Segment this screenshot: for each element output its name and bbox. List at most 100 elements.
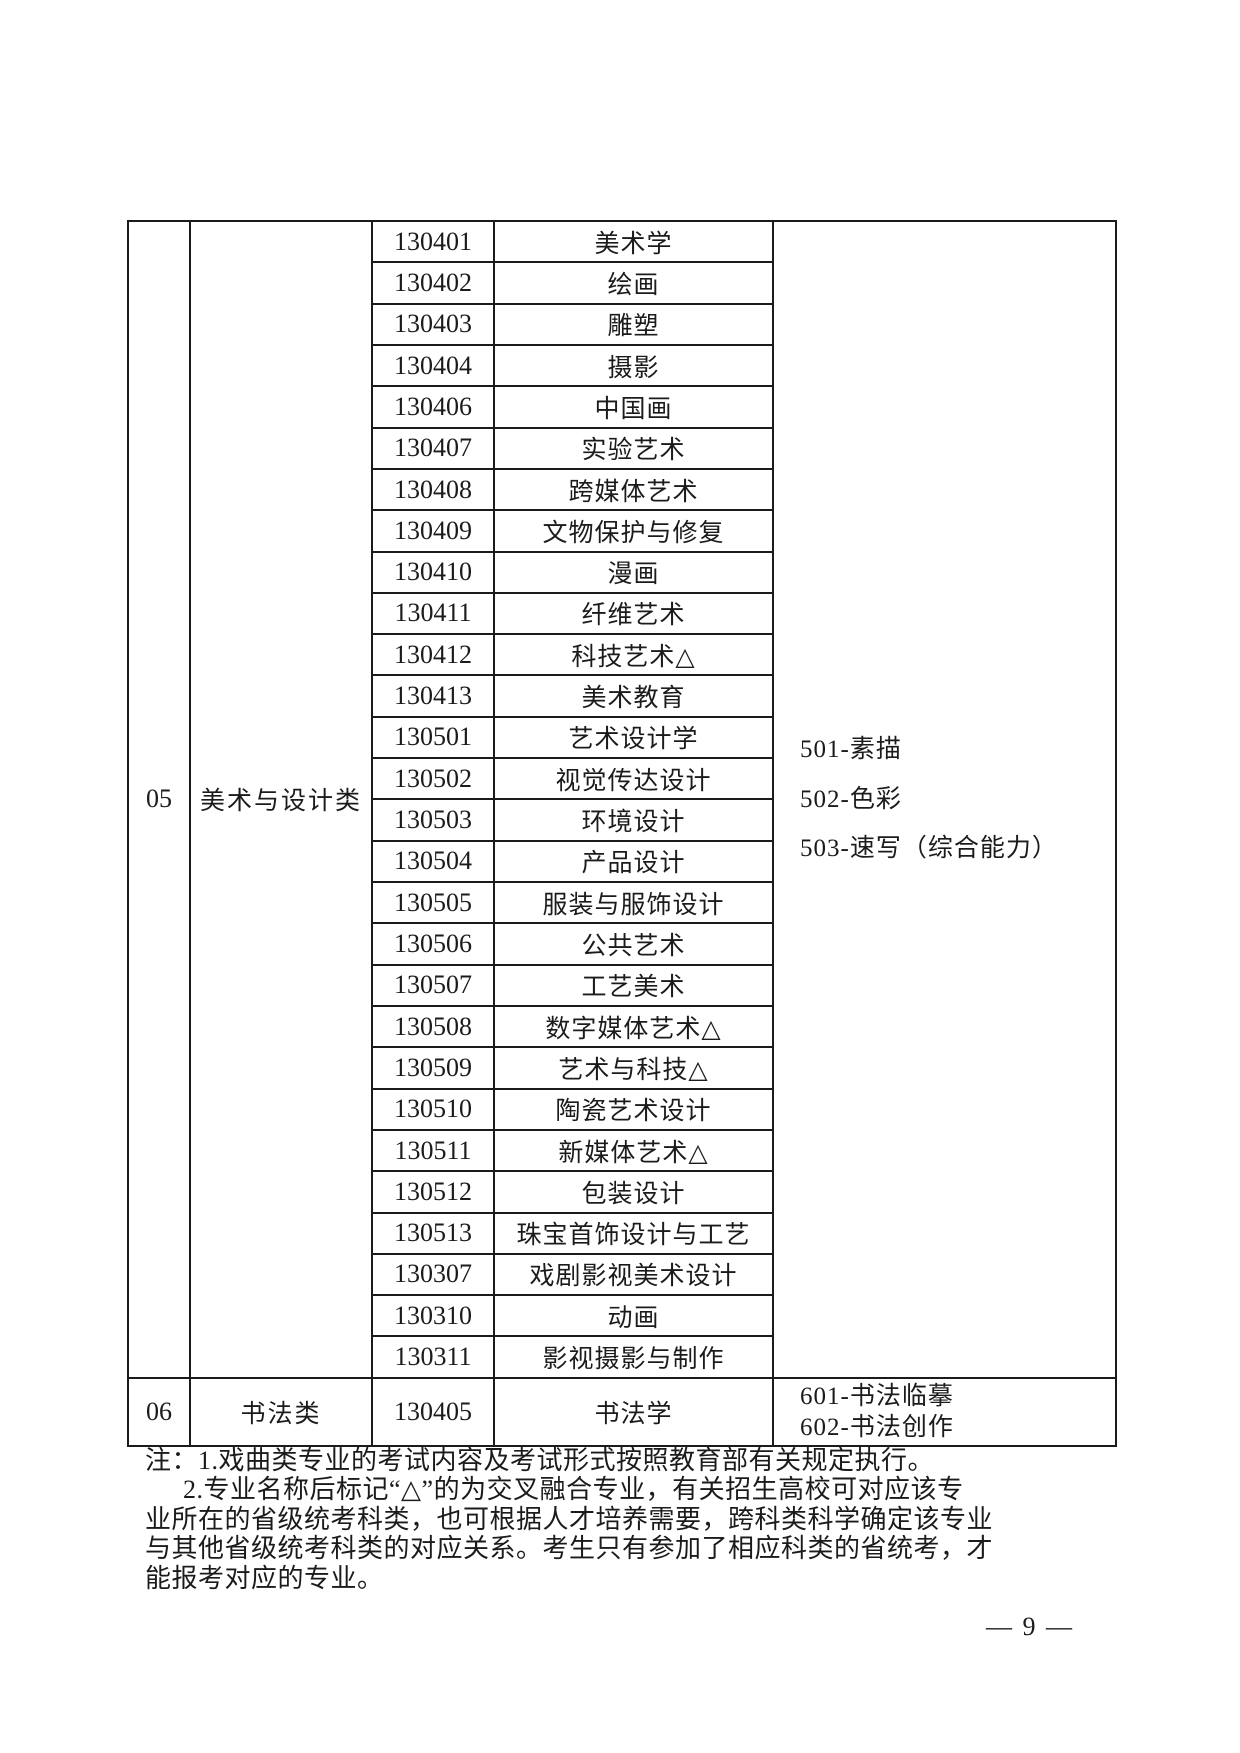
major-row: 130407 实验艺术	[128, 426, 1116, 470]
major-row: 130511 新媒体艺术△	[128, 1128, 1116, 1173]
major-name-cell: 产品设计	[493, 839, 774, 884]
major-row: 130508 数字媒体艺术△	[128, 1004, 1116, 1049]
majors-table: 05 美术与设计类 130401 美术学 501-素描 502-色彩 503-速写（综合能力…	[127, 219, 1117, 1447]
majors-table-body: 05 美术与设计类 130401 美术学 501-素描 502-色彩 503-速写（综合能力…	[127, 219, 1117, 1447]
major-row: 130404 摄影	[128, 343, 1116, 388]
major-row: 130501 艺术设计学	[128, 715, 1116, 760]
note-line: 能报考对应的专业。	[145, 1563, 384, 1593]
page-number: — 9 —	[986, 1612, 1074, 1641]
major-name-cell: 美术学	[493, 219, 774, 264]
exam-subject-line: 601-书法临摹	[800, 1382, 954, 1410]
major-row: 130504 产品设计	[128, 839, 1116, 884]
note-line: 与其他省级统考科类的对应关系。考生只有参加了相应科类的省统考，才	[145, 1534, 994, 1564]
major-code-cell: 130504	[371, 839, 495, 884]
major-code-cell: 130406	[371, 385, 495, 429]
major-code-cell: 130311	[371, 1335, 495, 1379]
major-name-cell: 美术教育	[493, 674, 774, 718]
category-name-cell: 书法类	[189, 1376, 373, 1447]
major-row: 130506 公共艺术	[128, 922, 1116, 966]
major-code-cell: 130413	[371, 674, 495, 718]
exam-subject-line: 502-色彩	[800, 785, 902, 813]
major-code-cell: 130403	[371, 302, 495, 346]
major-code-cell: 130509	[371, 1046, 495, 1090]
major-row: 130507 工艺美术	[128, 963, 1116, 1007]
major-row: 130311 影视摄影与制作	[128, 1335, 1116, 1379]
major-name-cell: 陶瓷艺术设计	[493, 1087, 774, 1131]
major-name-cell: 艺术设计学	[493, 715, 774, 760]
major-row: 05 美术与设计类 130401 美术学 501-素描 502-色彩 503-速写（综合能力…	[127, 219, 1117, 1379]
major-name-cell: 纤维艺术	[493, 591, 774, 636]
major-code-cell: 130512	[371, 1170, 495, 1214]
major-code-cell: 130511	[371, 1128, 495, 1173]
major-row: 130403 雕塑	[128, 302, 1116, 346]
major-name-cell: 珠宝首饰设计与工艺	[493, 1211, 774, 1255]
major-name-cell: 科技艺术△	[493, 633, 774, 677]
major-name-cell: 书法学	[493, 1376, 774, 1447]
major-name-cell: 公共艺术	[493, 922, 774, 966]
major-name-cell: 影视摄影与制作	[493, 1335, 774, 1379]
major-name-cell: 包装设计	[493, 1170, 774, 1214]
major-name-cell: 数字媒体艺术△	[493, 1004, 774, 1049]
major-code-cell: 130401	[371, 219, 495, 264]
major-name-cell: 雕塑	[493, 302, 774, 346]
exam-subjects-cell: 501-素描 502-色彩 503-速写（综合能力）	[772, 220, 1117, 1379]
major-row: 130410 漫画	[128, 550, 1116, 594]
major-row: 130509 艺术与科技△	[128, 1046, 1116, 1090]
exam-subject-line: 602-书法创作	[800, 1413, 954, 1441]
major-code-cell: 130408	[371, 467, 495, 512]
major-row: 130411 纤维艺术	[128, 591, 1116, 636]
major-name-cell: 新媒体艺术△	[493, 1128, 774, 1173]
major-name-cell: 戏剧影视美术设计	[493, 1252, 774, 1297]
major-code-cell: 130505	[371, 880, 495, 925]
major-code-cell: 130503	[371, 798, 495, 842]
major-code-cell: 130410	[371, 550, 495, 594]
major-row: 130409 文物保护与修复	[128, 509, 1116, 553]
major-row: 130402 绘画	[128, 261, 1116, 305]
major-row: 130505 服装与服饰设计	[128, 880, 1116, 925]
major-row: 130412 科技艺术△	[128, 633, 1116, 677]
major-code-cell: 130402	[371, 261, 495, 305]
note-line: 2.专业名称后标记“△”的为交叉融合专业，有关招生高校可对应该专	[183, 1475, 964, 1505]
major-name-cell: 环境设计	[493, 798, 774, 842]
category-code-cell: 05	[127, 220, 191, 1379]
major-code-cell: 130510	[371, 1087, 495, 1131]
major-code-cell: 130507	[371, 963, 495, 1007]
major-code-cell: 130506	[371, 922, 495, 966]
note-line: 业所在的省级统考科类，也可根据人才培养需要，跨科类科学确定该专业	[145, 1504, 994, 1534]
note-line: 注：1.戏曲类专业的考试内容及考试形式按照教育部有关规定执行。	[145, 1446, 935, 1475]
major-code-cell: 130411	[371, 591, 495, 636]
major-row: 130413 美术教育	[128, 674, 1116, 718]
notes: 注：1.戏曲类专业的考试内容及考试形式按照教育部有关规定执行。 2.专业名称后标…	[145, 1446, 993, 1593]
major-row: 130510 陶瓷艺术设计	[128, 1087, 1116, 1131]
major-name-cell: 艺术与科技△	[493, 1046, 774, 1090]
major-code-cell: 130307	[371, 1252, 495, 1297]
major-name-cell: 实验艺术	[493, 426, 774, 470]
major-row: 130502 视觉传达设计	[128, 757, 1116, 801]
major-code-cell: 130310	[371, 1294, 495, 1338]
major-row: 130307 戏剧影视美术设计	[128, 1252, 1116, 1297]
major-code-cell: 130501	[371, 715, 495, 760]
major-name-cell: 中国画	[493, 385, 774, 429]
major-code-cell: 130405	[371, 1376, 495, 1447]
major-name-cell: 工艺美术	[493, 963, 774, 1007]
major-code-cell: 130404	[371, 343, 495, 388]
major-code-cell: 130502	[371, 757, 495, 801]
major-name-cell: 漫画	[493, 550, 774, 594]
major-name-cell: 文物保护与修复	[493, 509, 774, 553]
category-code-cell: 06	[127, 1376, 191, 1447]
exam-subject-line: 501-素描	[800, 736, 902, 764]
major-name-cell: 视觉传达设计	[493, 757, 774, 801]
exam-subject-line: 503-速写（综合能力）	[800, 835, 1058, 863]
major-code-cell: 130513	[371, 1211, 495, 1255]
major-row: 130406 中国画	[128, 385, 1116, 429]
major-name-cell: 动画	[493, 1294, 774, 1338]
major-row: 130503 环境设计	[128, 798, 1116, 842]
major-name-cell: 跨媒体艺术	[493, 467, 774, 512]
major-name-cell: 服装与服饰设计	[493, 880, 774, 925]
major-row: 130512 包装设计	[128, 1170, 1116, 1214]
exam-subjects-cell: 601-书法临摹 602-书法创作	[772, 1376, 1117, 1447]
major-code-cell: 130508	[371, 1004, 495, 1049]
major-name-cell: 摄影	[493, 343, 774, 388]
major-code-cell: 130412	[371, 633, 495, 677]
major-code-cell: 130407	[371, 426, 495, 470]
